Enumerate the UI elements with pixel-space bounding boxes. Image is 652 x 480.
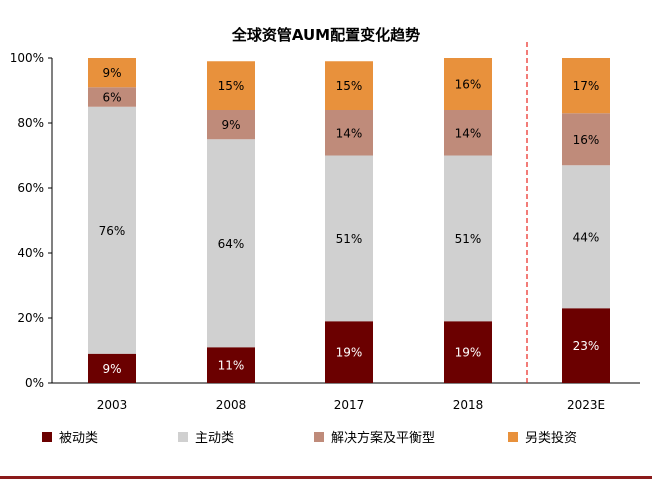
bar-segment [207,61,255,110]
x-tick-label: 2003 [97,398,128,412]
bottom-rule [0,476,652,479]
x-tick-label: 2018 [453,398,484,412]
data-label: 14% [336,126,363,140]
x-tick-label: 2023E [567,398,605,412]
legend-label: 主动类 [195,431,234,446]
bar-segment [325,61,373,110]
bar-segment [562,113,610,166]
chart-title: 全球资管AUM配置变化趋势 [231,26,420,44]
legend-swatch [314,432,324,442]
bar-segment [207,139,255,348]
y-tick-label: 80% [17,116,44,130]
bar-segment [562,308,610,383]
data-label: 17% [573,79,600,93]
bar-segment [207,347,255,383]
data-label: 51% [336,232,363,246]
bar-segment [444,58,492,110]
bar-segment [88,58,136,88]
y-tick-label: 40% [17,246,44,260]
bar-segment [207,110,255,140]
data-label: 19% [455,346,482,360]
data-label: 11% [218,359,245,373]
bar-segment [88,106,136,354]
data-label: 23% [573,339,600,353]
data-label: 51% [455,232,482,246]
bar-segment [325,110,373,156]
data-label: 19% [336,346,363,360]
x-tick-label: 2008 [216,398,247,412]
bar-segment [325,321,373,383]
bar-segment [88,87,136,107]
y-tick-label: 60% [17,181,44,195]
data-label: 15% [218,79,245,93]
bar-segment [444,321,492,383]
data-label: 16% [455,78,482,92]
legend-label: 另类投资 [525,430,577,446]
x-tick-label: 2017 [334,398,365,412]
bar-segment [562,58,610,114]
data-label: 16% [573,133,600,147]
bar-segment [325,155,373,322]
data-label: 9% [102,66,121,80]
legend-swatch [508,432,518,442]
legend-label: 被动类 [59,431,98,446]
data-label: 44% [573,230,600,244]
legend-swatch [42,432,52,442]
bar-segment [562,165,610,309]
bar-segment [88,353,136,383]
y-tick-label: 100% [10,51,44,65]
bar-segment [444,110,492,156]
legend-label: 解决方案及平衡型 [331,430,435,446]
data-label: 15% [336,79,363,93]
data-label: 76% [99,224,126,238]
bar-segment [444,155,492,322]
data-label: 6% [102,91,121,105]
data-label: 9% [221,118,240,132]
data-label: 14% [455,126,482,140]
data-label: 64% [218,237,245,251]
legend-swatch [178,432,188,442]
data-label: 9% [102,362,121,376]
y-tick-label: 0% [25,376,44,390]
y-tick-label: 20% [17,311,44,325]
